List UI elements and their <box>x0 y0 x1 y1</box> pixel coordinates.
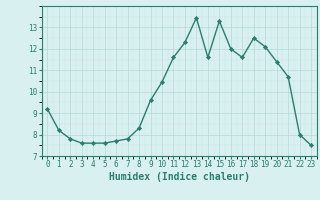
X-axis label: Humidex (Indice chaleur): Humidex (Indice chaleur) <box>109 172 250 182</box>
